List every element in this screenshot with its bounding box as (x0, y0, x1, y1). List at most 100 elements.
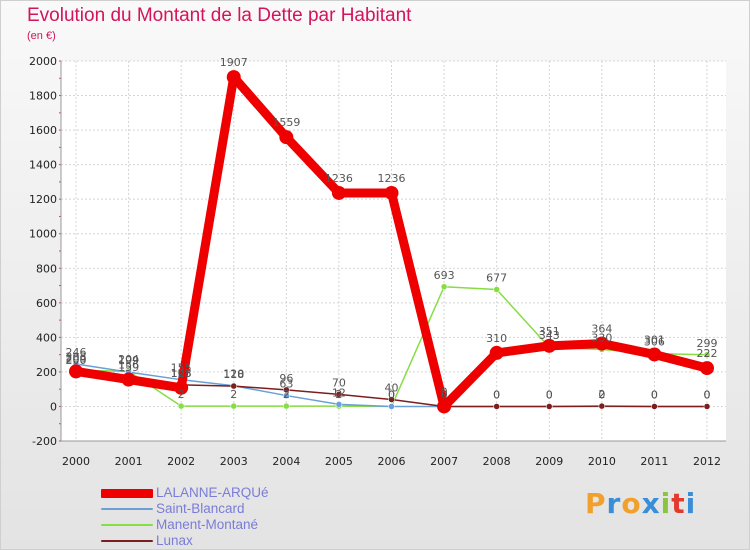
data-point (384, 185, 399, 200)
legend-label: Saint-Blancard (156, 501, 245, 516)
x-tick-label: 2006 (378, 455, 406, 468)
data-label: 246 (66, 346, 87, 359)
data-label: 330 (591, 331, 612, 344)
data-point (230, 382, 237, 390)
y-tick-label: 1400 (29, 159, 57, 172)
data-point (594, 336, 609, 351)
data-point (388, 403, 395, 410)
logo-letter: r (606, 487, 622, 520)
y-tick-label: 400 (36, 331, 57, 344)
y-tick-label: 800 (36, 262, 57, 275)
legend-swatch (101, 540, 153, 542)
data-label: 0 (441, 388, 448, 401)
data-label: 693 (434, 269, 455, 282)
data-label: 677 (486, 272, 507, 285)
data-label: 0 (651, 388, 658, 401)
data-label: 0 (704, 388, 711, 401)
data-label: 0 (651, 388, 658, 401)
data-point (174, 380, 189, 395)
data-label: 2 (230, 388, 237, 401)
data-label: 351 (539, 325, 560, 338)
data-point (493, 403, 500, 410)
data-label: 299 (697, 337, 718, 350)
data-point (647, 347, 662, 362)
data-label: 63 (279, 378, 293, 391)
data-label: 203 (66, 350, 87, 363)
y-tick-label: 1000 (29, 228, 57, 241)
data-label: 1236 (378, 172, 406, 185)
x-tick-label: 2010 (588, 455, 616, 468)
data-label: 343 (539, 329, 560, 342)
data-point (226, 70, 241, 85)
legend-swatch (101, 524, 153, 526)
data-label: 0 (493, 388, 500, 401)
x-tick-label: 2003 (220, 455, 248, 468)
x-tick-label: 2011 (640, 455, 668, 468)
data-label: 310 (486, 332, 507, 345)
x-tick-label: 2008 (483, 455, 511, 468)
logo-letter: P (585, 487, 607, 520)
y-tick-label: 0 (50, 400, 57, 413)
data-label: 0 (388, 388, 395, 401)
data-point (69, 364, 83, 379)
logo-letter: i (660, 487, 672, 520)
x-tick-label: 2009 (535, 455, 563, 468)
logo-letter: o (621, 487, 642, 520)
data-point (388, 396, 395, 403)
legend-swatch (101, 508, 153, 510)
data-point (177, 402, 185, 410)
legend-label: Manent-Montané (156, 517, 259, 532)
logo-letter: t (671, 487, 686, 520)
x-tick-label: 2000 (62, 455, 90, 468)
data-point (489, 345, 504, 360)
data-label: 2 (335, 388, 342, 401)
data-point (703, 351, 711, 359)
data-label: 301 (644, 333, 665, 346)
data-label: 2 (598, 388, 605, 401)
data-label: 0 (441, 388, 448, 401)
y-tick-label: 200 (36, 366, 57, 379)
legend-swatch (101, 488, 153, 498)
data-label: 209 (66, 352, 87, 365)
data-point (700, 361, 714, 376)
data-label: 199 (118, 354, 139, 367)
data-label: 200 (66, 354, 87, 367)
data-point (335, 391, 343, 398)
data-label: 70 (332, 376, 346, 389)
data-label: 1236 (325, 172, 353, 185)
data-label: 156 (118, 359, 139, 372)
x-tick-label: 2004 (272, 455, 300, 468)
chart-title: Evolution du Montant de la Dette par Hab… (27, 5, 412, 26)
logo-letter: x (641, 487, 661, 520)
x-tick-label: 2007 (430, 455, 458, 468)
chart-subtitle: (en €) (27, 30, 56, 42)
data-label: 0 (546, 388, 553, 401)
data-label: 155 (171, 362, 192, 375)
data-label: 0 (493, 388, 500, 401)
data-point (598, 402, 606, 410)
data-label: 1907 (220, 56, 248, 69)
data-label: 40 (385, 382, 399, 395)
data-label: 96 (279, 372, 293, 385)
data-point (493, 286, 500, 293)
data-point (542, 338, 557, 353)
data-label: 108 (171, 367, 192, 380)
data-point (283, 386, 290, 394)
x-tick-label: 2002 (167, 455, 195, 468)
data-point (440, 283, 448, 291)
data-label: 0 (546, 388, 553, 401)
data-point (546, 403, 553, 410)
data-label: 364 (591, 323, 612, 336)
data-label: 0 (704, 388, 711, 401)
x-tick-label: 2001 (115, 455, 143, 468)
y-tick-label: -200 (32, 435, 57, 448)
data-label: 12 (332, 386, 346, 399)
y-tick-label: 1200 (29, 193, 57, 206)
data-label: 0 (388, 388, 395, 401)
data-label: 159 (118, 361, 139, 374)
y-tick-label: 1800 (29, 90, 57, 103)
logo-letter: i (685, 487, 697, 520)
data-point (437, 399, 452, 414)
